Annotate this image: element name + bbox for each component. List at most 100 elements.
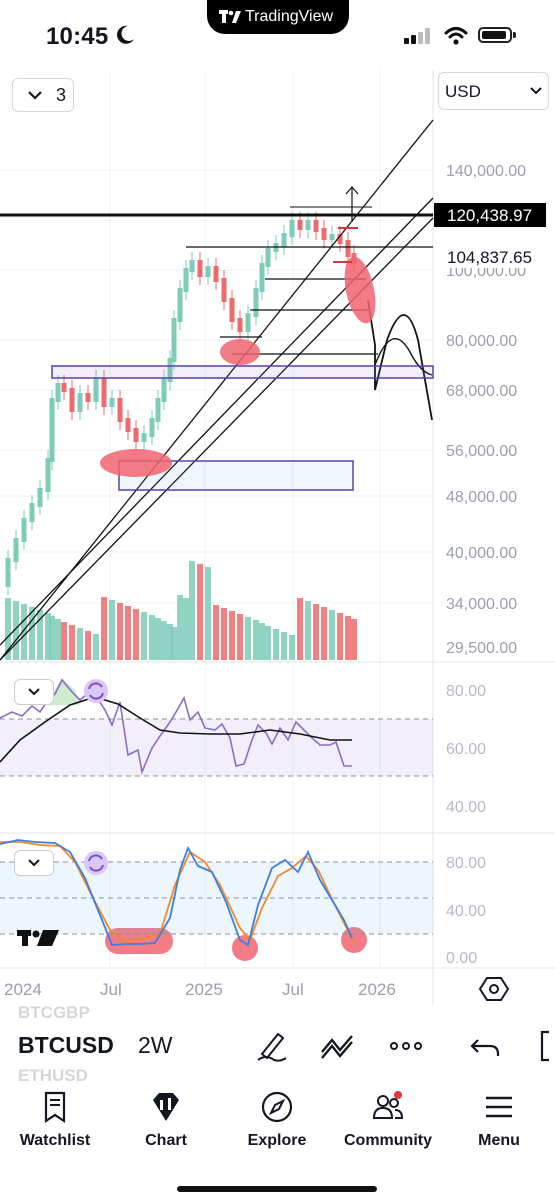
nav-menu[interactable]: Menu xyxy=(458,1090,540,1160)
stoch-d-line xyxy=(0,841,355,943)
community-icon xyxy=(372,1091,404,1119)
candle xyxy=(305,220,311,230)
redo-edge-icon[interactable] xyxy=(533,1028,555,1064)
candle xyxy=(69,388,75,412)
candle xyxy=(29,503,35,522)
candle xyxy=(21,518,27,542)
volume-bar xyxy=(117,603,123,660)
candle xyxy=(149,418,155,437)
chevron-down-icon xyxy=(28,859,40,867)
chart-settings-icon[interactable] xyxy=(476,972,512,1006)
candle xyxy=(265,248,271,267)
chevron-down-icon xyxy=(28,688,40,696)
price-axis-label: 68,000.00 xyxy=(446,383,517,400)
volume-bar xyxy=(221,608,227,660)
interval-menu-button[interactable]: 3 xyxy=(12,78,74,112)
candle xyxy=(125,418,131,432)
candle xyxy=(229,298,235,322)
stoch-sync-icon xyxy=(84,851,108,875)
nav-community-label: Community xyxy=(344,1132,432,1149)
rsi-sync-icon xyxy=(84,679,108,703)
volume-bar xyxy=(45,613,51,660)
price-axis-label: 40,000.00 xyxy=(446,545,517,562)
volume-bar xyxy=(177,595,183,660)
volume-bar xyxy=(141,612,147,660)
volume-bar xyxy=(229,611,235,660)
hamburger-menu-icon xyxy=(486,1096,512,1118)
volume-bar xyxy=(29,607,35,660)
candle xyxy=(245,313,251,332)
rsi-axis-label: 80.00 xyxy=(446,683,486,700)
price-axis-label: 29,500.00 xyxy=(446,640,517,657)
price-axis-label: 34,000.00 xyxy=(446,596,517,613)
tradingview-logo-icon xyxy=(219,10,241,23)
rsi-ma-line xyxy=(0,696,352,763)
candle xyxy=(167,358,173,382)
last-price-tag xyxy=(434,203,546,227)
status-bar: 10:45 TradingView xyxy=(0,0,555,70)
volume-bar xyxy=(273,629,279,660)
candle xyxy=(155,398,161,422)
interval-count: 3 xyxy=(56,85,67,105)
nav-menu-label: Menu xyxy=(478,1132,520,1149)
level-price-label: 104,837.65 xyxy=(447,248,532,267)
trend-line-tool-icon[interactable] xyxy=(318,1028,358,1064)
candle xyxy=(49,398,55,462)
stoch-axis-label: 40.00 xyxy=(446,903,486,920)
candle xyxy=(189,260,195,272)
candle xyxy=(281,233,287,247)
price-axis-label: 56,000.00 xyxy=(446,443,517,460)
nav-chart[interactable]: Chart xyxy=(125,1090,207,1160)
nav-watchlist[interactable]: Watchlist xyxy=(10,1090,100,1160)
candle xyxy=(177,288,183,322)
candle xyxy=(337,234,343,244)
price-axis-label: 80,000.00 xyxy=(446,333,517,350)
volume-bar xyxy=(237,614,243,660)
stoch-collapse-button[interactable] xyxy=(14,850,54,876)
volume-bar xyxy=(305,601,311,660)
nav-chart-label: Chart xyxy=(145,1132,187,1149)
candle xyxy=(93,378,99,402)
brush-draw-icon[interactable] xyxy=(252,1028,292,1064)
interval-selector[interactable]: 2W xyxy=(138,1032,173,1058)
candle xyxy=(259,263,265,292)
candle xyxy=(221,278,227,302)
time-axis-label: 2026 xyxy=(358,980,396,999)
nav-community[interactable]: Community xyxy=(336,1090,440,1160)
app-pill: TradingView xyxy=(207,0,349,34)
candle xyxy=(45,458,51,492)
volume-bar xyxy=(13,601,19,660)
time-axis-label: Jul xyxy=(100,980,122,999)
volume-bar xyxy=(49,616,55,660)
volume-bar xyxy=(345,616,351,660)
battery-icon xyxy=(478,27,512,43)
rsi-collapse-button[interactable] xyxy=(14,679,54,705)
volume-bar xyxy=(189,561,195,660)
candle xyxy=(171,318,177,362)
undo-icon[interactable] xyxy=(466,1028,506,1064)
candle xyxy=(345,240,351,257)
more-tools-icon[interactable] xyxy=(386,1028,426,1064)
volume-bar xyxy=(289,635,295,660)
symbol-selector[interactable]: BTCUSD xyxy=(18,1032,114,1058)
tradingview-watermark xyxy=(17,930,59,946)
candle xyxy=(183,268,189,292)
candle xyxy=(13,538,19,562)
candle xyxy=(161,378,167,402)
candle xyxy=(237,318,243,332)
candle xyxy=(55,383,61,402)
candle xyxy=(197,260,203,277)
volume-bar xyxy=(149,615,155,660)
status-time: 10:45 xyxy=(46,23,109,50)
currency-label: USD xyxy=(445,82,481,101)
candle xyxy=(289,220,295,237)
nav-explore[interactable]: Explore xyxy=(236,1090,318,1160)
volume-bar xyxy=(93,634,99,660)
currency-select[interactable]: USD xyxy=(438,72,549,110)
chart-canvas[interactable]: 140,000.00 100,000.00 80,000.00 68,000.00 56… xyxy=(0,70,555,1005)
volume-bar xyxy=(161,621,167,660)
candle xyxy=(297,220,303,230)
volume-bar xyxy=(329,610,335,660)
chevron-down-icon xyxy=(28,91,42,100)
volume-bar xyxy=(205,567,211,660)
